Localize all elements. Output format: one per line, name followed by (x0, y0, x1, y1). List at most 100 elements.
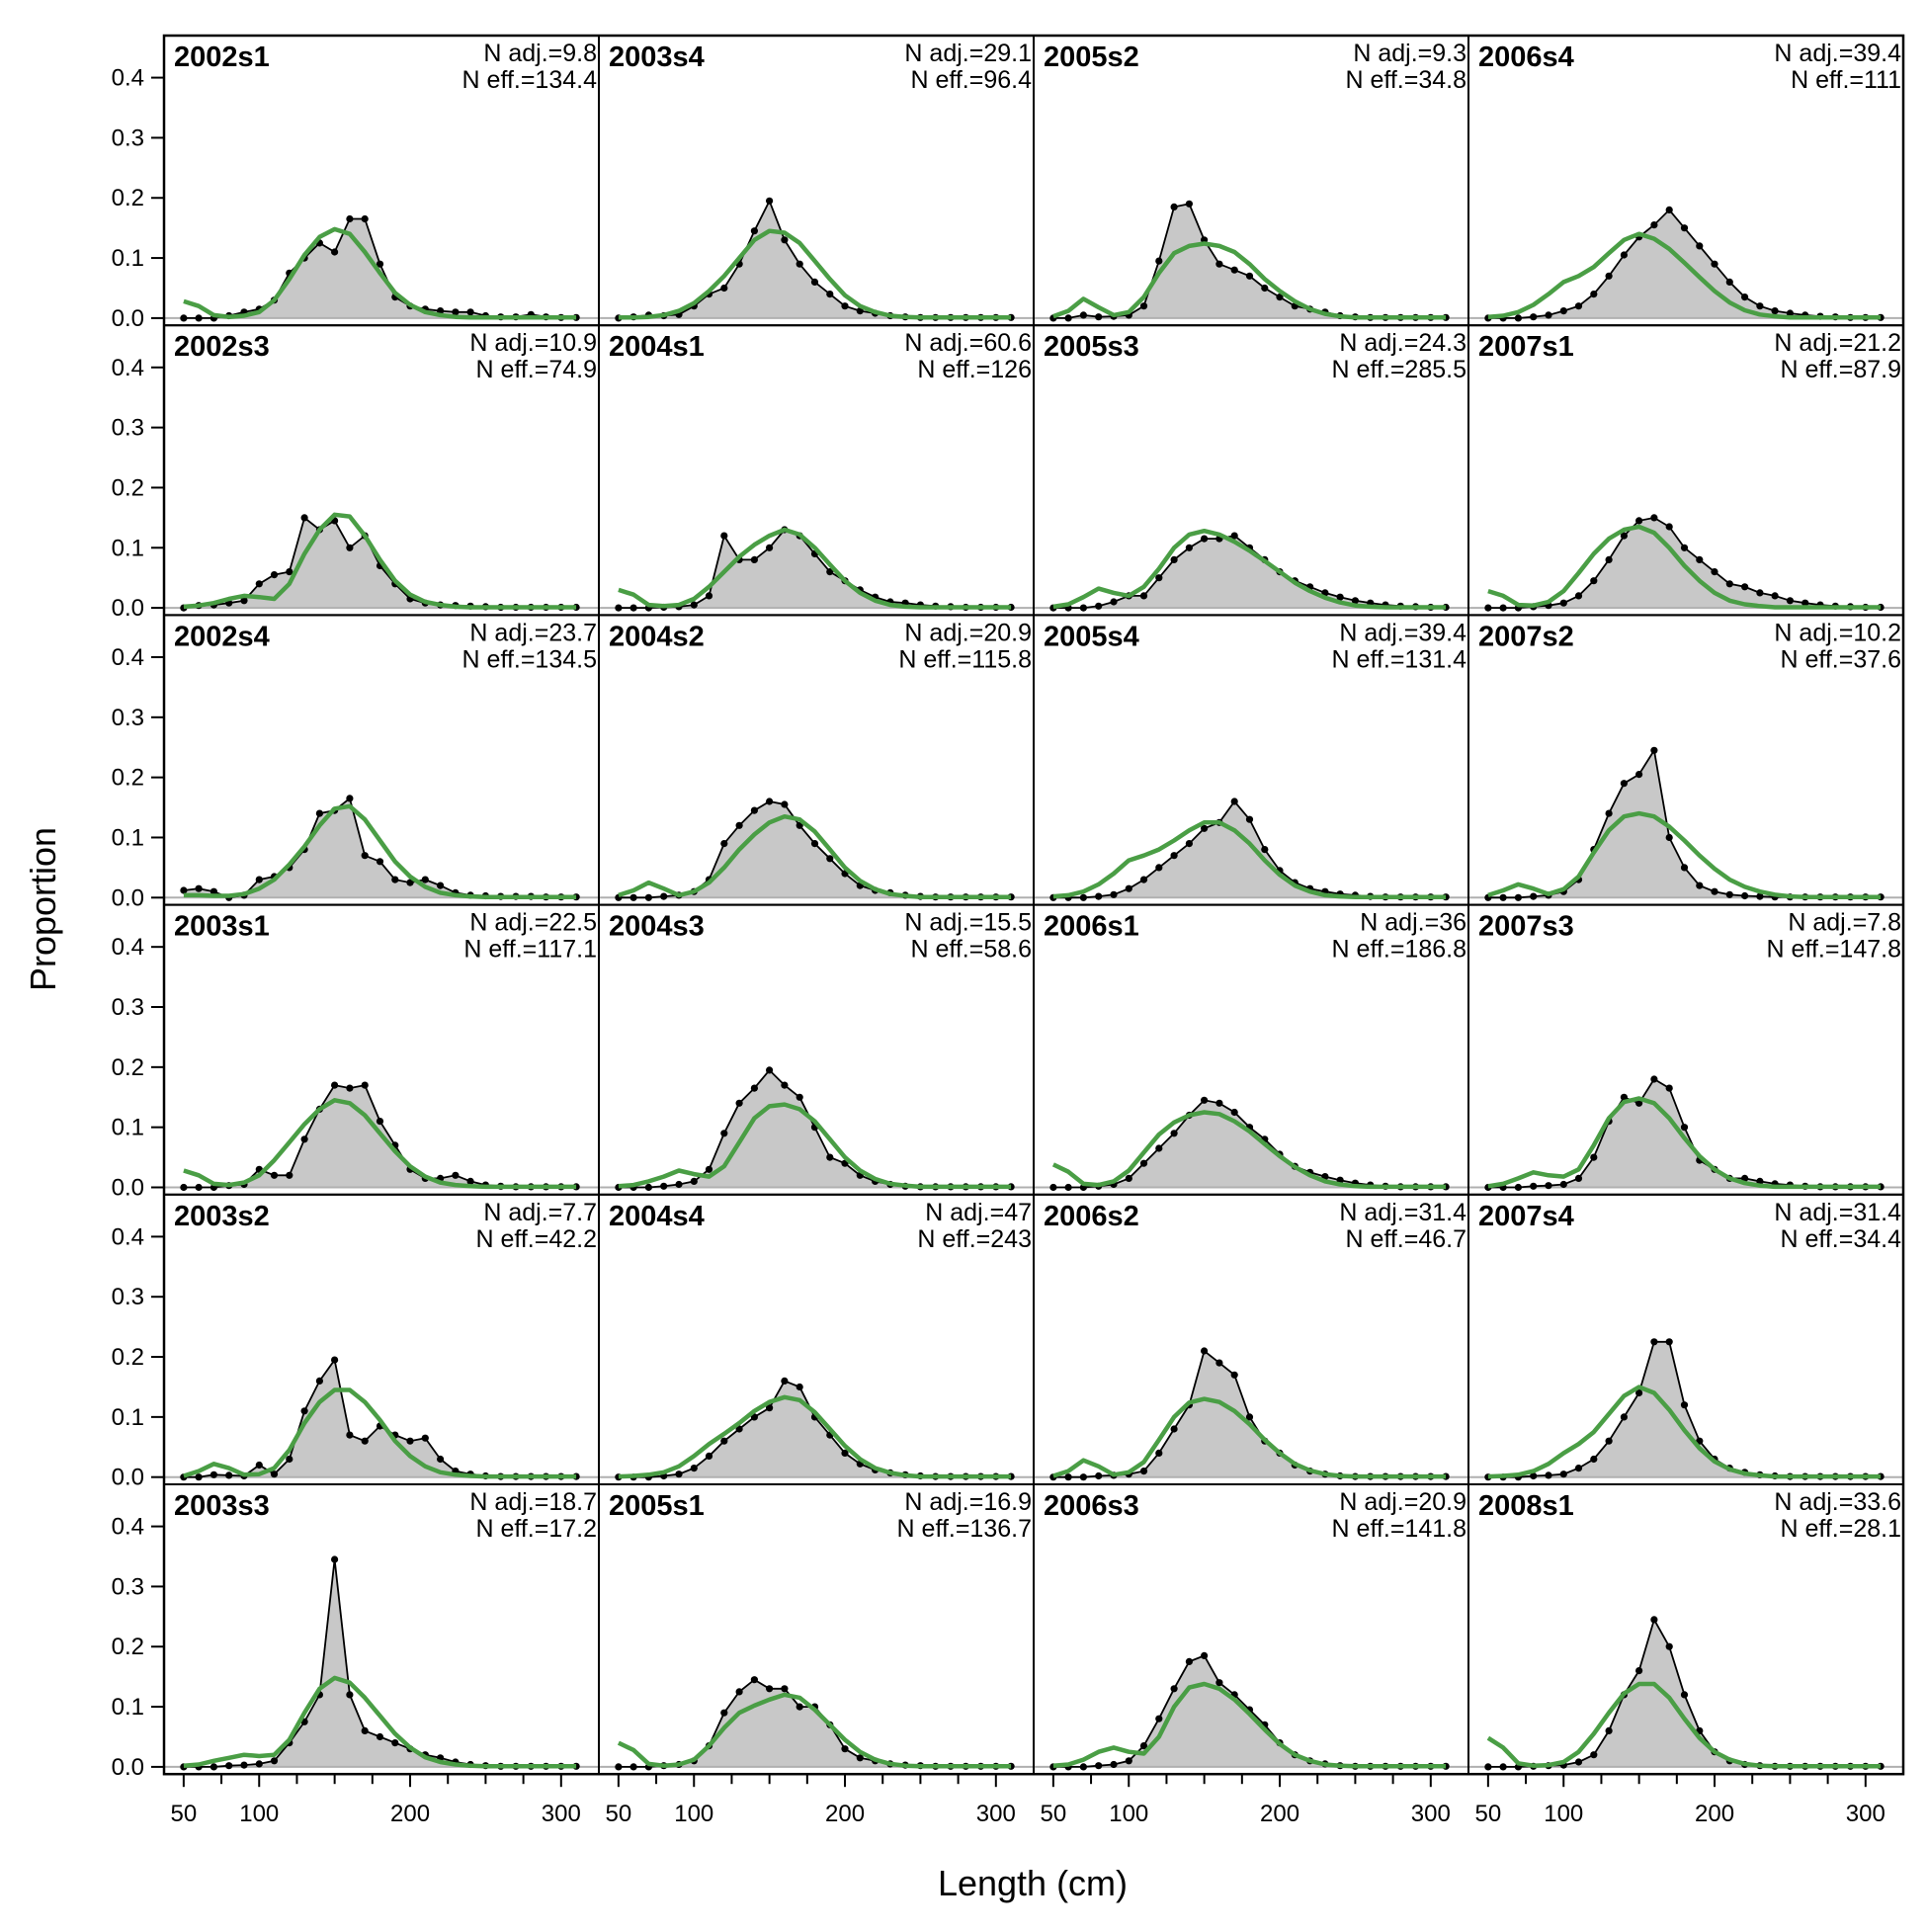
panel-n-eff: N eff.=46.7 (1345, 1225, 1466, 1253)
panel-title: 2004s2 (609, 621, 705, 652)
observed-point (1095, 602, 1103, 610)
observed-point (1201, 1347, 1209, 1355)
observed-point (1095, 313, 1103, 321)
panel-n-eff: N eff.=285.5 (1332, 356, 1466, 383)
observed-point (1665, 833, 1673, 842)
panel-plot-area (1034, 1096, 1468, 1192)
observed-point (1650, 746, 1658, 754)
observed-point (1559, 599, 1567, 607)
observed-point (180, 1183, 188, 1192)
observed-point (766, 1066, 774, 1074)
observed-point (720, 1437, 728, 1445)
observed-point (300, 1135, 308, 1143)
observed-point (406, 1437, 414, 1445)
observed-area (183, 517, 577, 609)
observed-point (781, 1377, 789, 1385)
y-tick-label: 0.1 (112, 535, 144, 561)
observed-point (1635, 1388, 1643, 1397)
observed-point (690, 1465, 698, 1472)
x-tick-label: 200 (825, 1801, 865, 1827)
expected-line (618, 228, 1012, 320)
observed-point (615, 1763, 623, 1771)
observed-point (1155, 1715, 1163, 1722)
observed-point (286, 1455, 293, 1464)
x-tick-label: 100 (1109, 1801, 1148, 1827)
panel-n-eff: N eff.=28.1 (1780, 1515, 1901, 1543)
panel-plot-area (164, 795, 599, 901)
observed-point (1230, 532, 1238, 540)
observed-point (1725, 890, 1733, 898)
y-tick-label: 0.3 (112, 1284, 144, 1310)
observed-point (690, 601, 698, 609)
observed-point (1756, 892, 1764, 900)
observed-point (1064, 1183, 1072, 1192)
observed-area (618, 530, 1012, 609)
observed-point (255, 876, 263, 883)
observed-point (361, 852, 369, 860)
observed-point (1155, 574, 1163, 582)
observed-point (1064, 314, 1072, 322)
observed-point (1635, 1667, 1643, 1675)
panel-title: 2002s1 (174, 42, 270, 73)
observed-point (1139, 1468, 1148, 1475)
observed-point (1711, 568, 1718, 576)
observed-point (300, 1407, 308, 1415)
observed-point (1261, 284, 1269, 293)
panel-n-adj: N adj.=29.1 (904, 40, 1032, 67)
expected-line (618, 1102, 1012, 1190)
observed-area (618, 801, 1012, 898)
observed-point (1545, 1182, 1552, 1190)
panel-n-adj: N adj.=10.9 (469, 329, 597, 357)
observed-point (841, 302, 849, 310)
y-tick-label: 0.0 (112, 1465, 144, 1491)
observed-point (391, 1739, 399, 1747)
observed-point (1756, 589, 1764, 597)
panel-title: 2003s3 (174, 1490, 270, 1522)
observed-point (376, 1118, 384, 1126)
observed-point (1650, 221, 1658, 229)
panel-n-eff: N eff.=87.9 (1780, 356, 1901, 383)
observed-point (1245, 272, 1254, 280)
observed-point (1635, 771, 1643, 779)
panel-n-adj: N adj.=16.9 (904, 1488, 1032, 1516)
observed-point (1574, 1758, 1583, 1766)
observed-point (1665, 523, 1673, 531)
observed-point (195, 1473, 203, 1481)
observed-point (1786, 309, 1794, 317)
observed-point (750, 227, 759, 235)
observed-area (1487, 1341, 1882, 1477)
observed-point (1514, 1183, 1522, 1192)
observed-point (1741, 583, 1749, 591)
observed-point (1665, 1642, 1673, 1650)
expected-line (1052, 241, 1447, 320)
observed-point (629, 604, 637, 612)
panel-n-adj: N adj.=9.3 (1353, 40, 1466, 67)
observed-point (1696, 242, 1704, 250)
observed-point (1680, 1691, 1689, 1699)
y-tick-label: 0.4 (112, 65, 144, 92)
observed-area (1052, 536, 1447, 609)
panel-n-adj: N adj.=15.5 (904, 909, 1032, 937)
panel-title: 2006s2 (1044, 1201, 1139, 1232)
observed-point (841, 1745, 849, 1753)
observed-point (1620, 251, 1628, 259)
observed-point (705, 1452, 713, 1460)
observed-point (1064, 1473, 1072, 1481)
y-tick-label: 0.1 (112, 245, 144, 272)
observed-point (629, 1763, 637, 1771)
observed-point (1620, 532, 1628, 540)
observed-point (1514, 893, 1522, 901)
observed-area (1487, 750, 1882, 898)
expected-line (618, 1394, 1012, 1479)
panel-title: 2008s1 (1478, 1490, 1574, 1522)
x-tick-label: 100 (674, 1801, 713, 1827)
observed-point (452, 308, 460, 316)
observed-point (1635, 517, 1643, 525)
observed-point (331, 1081, 339, 1089)
y-tick-label: 0.2 (112, 185, 144, 211)
panel-title: 2004s4 (609, 1201, 705, 1232)
y-tick-label: 0.4 (112, 1223, 144, 1250)
observed-point (421, 876, 429, 883)
observed-point (1605, 809, 1613, 817)
expected-line (183, 1387, 577, 1479)
